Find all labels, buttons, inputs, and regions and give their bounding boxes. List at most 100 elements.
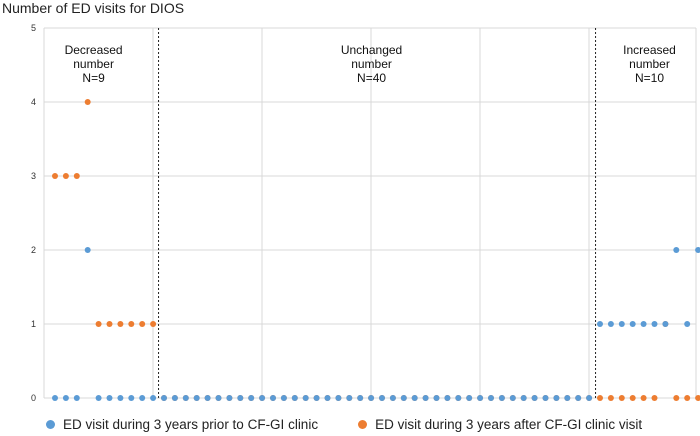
data-point-before bbox=[215, 395, 222, 401]
data-point-before bbox=[248, 395, 255, 401]
data-point-before bbox=[302, 395, 309, 401]
data-point-before bbox=[597, 321, 603, 327]
data-point-before bbox=[389, 395, 396, 401]
legend-swatch-before bbox=[46, 420, 55, 429]
data-point-before bbox=[237, 395, 244, 401]
region-label-line: Decreased bbox=[65, 43, 123, 57]
region-label-line: Unchanged bbox=[341, 43, 402, 57]
data-point-before bbox=[433, 395, 440, 401]
data-point-before bbox=[161, 395, 167, 401]
data-point-before bbox=[259, 395, 266, 401]
region-label-line: number bbox=[73, 57, 114, 71]
y-tick-label: 1 bbox=[31, 319, 36, 329]
data-point-after bbox=[673, 395, 680, 401]
data-point-before bbox=[640, 321, 647, 327]
region-dividers bbox=[158, 28, 597, 398]
data-point-before bbox=[171, 395, 178, 401]
data-point-after bbox=[629, 395, 636, 401]
data-point-before bbox=[139, 395, 146, 401]
data-point-before bbox=[684, 321, 691, 327]
data-point-before bbox=[520, 395, 527, 401]
data-point-before bbox=[586, 395, 593, 401]
data-point-after bbox=[139, 321, 146, 327]
data-point-before bbox=[553, 395, 560, 401]
data-point-after bbox=[128, 321, 135, 327]
data-point-before bbox=[324, 395, 331, 401]
region-label-line: Increased bbox=[623, 43, 676, 57]
data-point-before bbox=[73, 395, 80, 401]
region-label-line: N=10 bbox=[635, 71, 664, 85]
data-point-after bbox=[106, 321, 113, 327]
data-point-before bbox=[575, 395, 582, 401]
data-point-before bbox=[379, 395, 385, 401]
data-point-before bbox=[193, 395, 200, 401]
legend-label-after: ED visit during 3 years after CF-GI clin… bbox=[375, 417, 643, 432]
data-point-before bbox=[62, 395, 69, 401]
data-point-before bbox=[335, 395, 342, 401]
data-point-before bbox=[618, 321, 625, 327]
legend-item-before: ED visit during 3 years prior to CF-GI c… bbox=[46, 417, 318, 432]
data-point-after bbox=[84, 99, 91, 105]
data-point-before bbox=[673, 247, 680, 253]
data-point-before bbox=[695, 247, 700, 253]
data-point-before bbox=[422, 395, 429, 401]
region-label-line: N=9 bbox=[82, 71, 105, 85]
data-point-before bbox=[226, 395, 233, 401]
data-point-before bbox=[313, 395, 320, 401]
y-tick-label: 0 bbox=[31, 393, 36, 403]
data-point-before bbox=[477, 395, 484, 401]
legend-item-after: ED visit during 3 years after CF-GI clin… bbox=[358, 417, 642, 432]
data-point-before bbox=[128, 395, 135, 401]
y-axis-ticks: 0 1 2 3 4 5 bbox=[31, 23, 36, 403]
data-point-after bbox=[618, 395, 625, 401]
data-point-before bbox=[95, 395, 102, 401]
data-point-before bbox=[542, 395, 549, 401]
data-point-after bbox=[73, 173, 80, 179]
data-point-before bbox=[607, 321, 614, 327]
data-point-before bbox=[444, 395, 451, 401]
data-point-before bbox=[651, 321, 658, 327]
data-point-after bbox=[150, 321, 157, 327]
data-point-before bbox=[84, 247, 91, 253]
legend: ED visit during 3 years prior to CF-GI c… bbox=[46, 417, 682, 432]
data-point-before bbox=[411, 395, 418, 401]
data-point-after bbox=[52, 173, 58, 179]
data-point-before bbox=[368, 395, 375, 401]
legend-swatch-after bbox=[358, 420, 368, 429]
y-tick-label: 2 bbox=[31, 245, 36, 255]
data-point-after bbox=[607, 395, 614, 401]
data-point-before bbox=[488, 395, 494, 401]
data-point-after bbox=[640, 395, 647, 401]
data-point-before bbox=[509, 395, 516, 401]
data-point-after bbox=[62, 173, 69, 179]
data-point-before bbox=[400, 395, 407, 401]
data-points bbox=[52, 99, 700, 401]
data-point-before bbox=[106, 395, 113, 401]
data-point-before bbox=[629, 321, 636, 327]
data-point-after bbox=[695, 395, 700, 401]
region-label-line: number bbox=[351, 57, 392, 71]
data-point-before bbox=[291, 395, 298, 401]
data-point-before bbox=[357, 395, 364, 401]
data-point-before bbox=[564, 395, 571, 401]
data-point-before bbox=[531, 395, 538, 401]
region-label-line: N=40 bbox=[357, 71, 386, 85]
grid-lines bbox=[43, 27, 697, 399]
y-tick-label: 3 bbox=[31, 171, 36, 181]
data-point-before bbox=[117, 395, 124, 401]
legend-label-before: ED visit during 3 years prior to CF-GI c… bbox=[63, 417, 319, 432]
data-point-before bbox=[270, 395, 276, 401]
data-point-before bbox=[52, 395, 58, 401]
data-point-before bbox=[280, 395, 287, 401]
region-label-line: number bbox=[629, 57, 670, 71]
data-point-after bbox=[95, 321, 102, 327]
data-point-before bbox=[150, 395, 157, 401]
data-point-before bbox=[455, 395, 462, 401]
data-point-before bbox=[182, 395, 189, 401]
data-point-before bbox=[498, 395, 505, 401]
data-point-before bbox=[662, 321, 669, 327]
data-point-after bbox=[684, 395, 691, 401]
chart-title: Number of ED visits for DIOS bbox=[2, 0, 185, 16]
y-tick-label: 5 bbox=[31, 23, 36, 33]
data-point-before bbox=[466, 395, 473, 401]
